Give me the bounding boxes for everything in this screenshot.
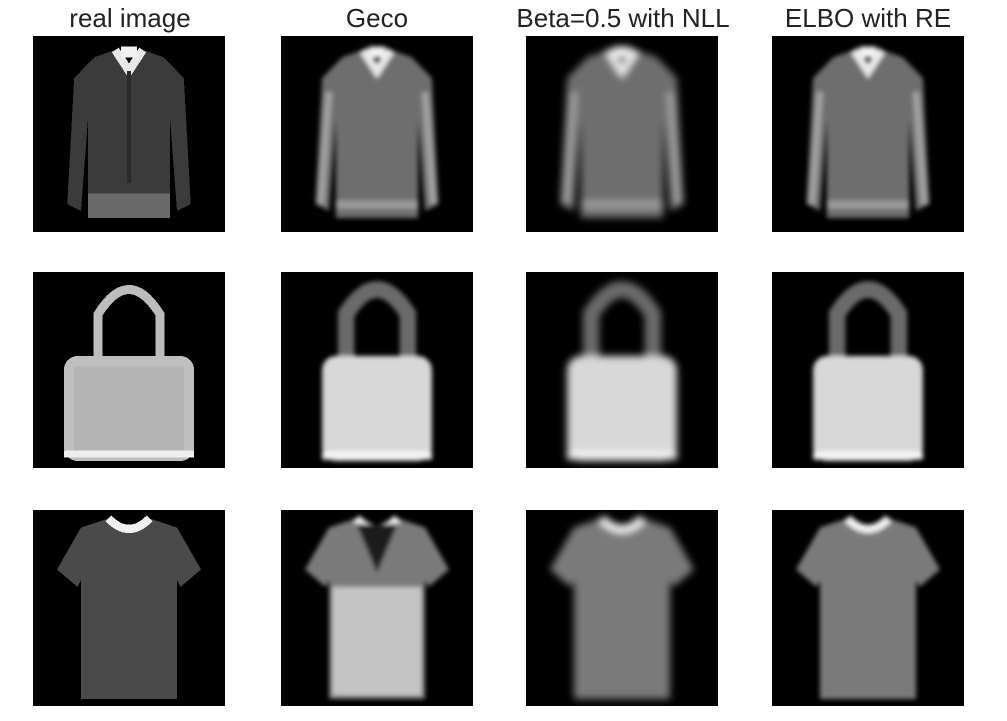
- image-tile-long-sleeve-shirt-1: [281, 36, 473, 232]
- image-tile-long-sleeve-shirt-3: [772, 36, 964, 232]
- image-tile-t-shirt-3: [772, 510, 964, 706]
- image-tile-handbag-2: [526, 272, 718, 468]
- image-tile-t-shirt-0: [33, 510, 225, 706]
- column-title-real-image: real image: [69, 3, 191, 33]
- column-title-geco: Geco: [345, 3, 409, 33]
- column-title-elbo-re: ELBO with RE: [784, 3, 952, 33]
- column-title-beta-nll: Beta=0.5 with NLL: [516, 3, 730, 33]
- image-tile-t-shirt-2: [526, 510, 718, 706]
- image-tile-handbag-1: [281, 272, 473, 468]
- image-tile-t-shirt-1: [281, 510, 473, 706]
- image-tile-long-sleeve-shirt-2: [526, 36, 718, 232]
- image-tile-long-sleeve-shirt-0: [33, 36, 225, 232]
- image-tile-handbag-0: [33, 272, 225, 468]
- image-tile-handbag-3: [772, 272, 964, 468]
